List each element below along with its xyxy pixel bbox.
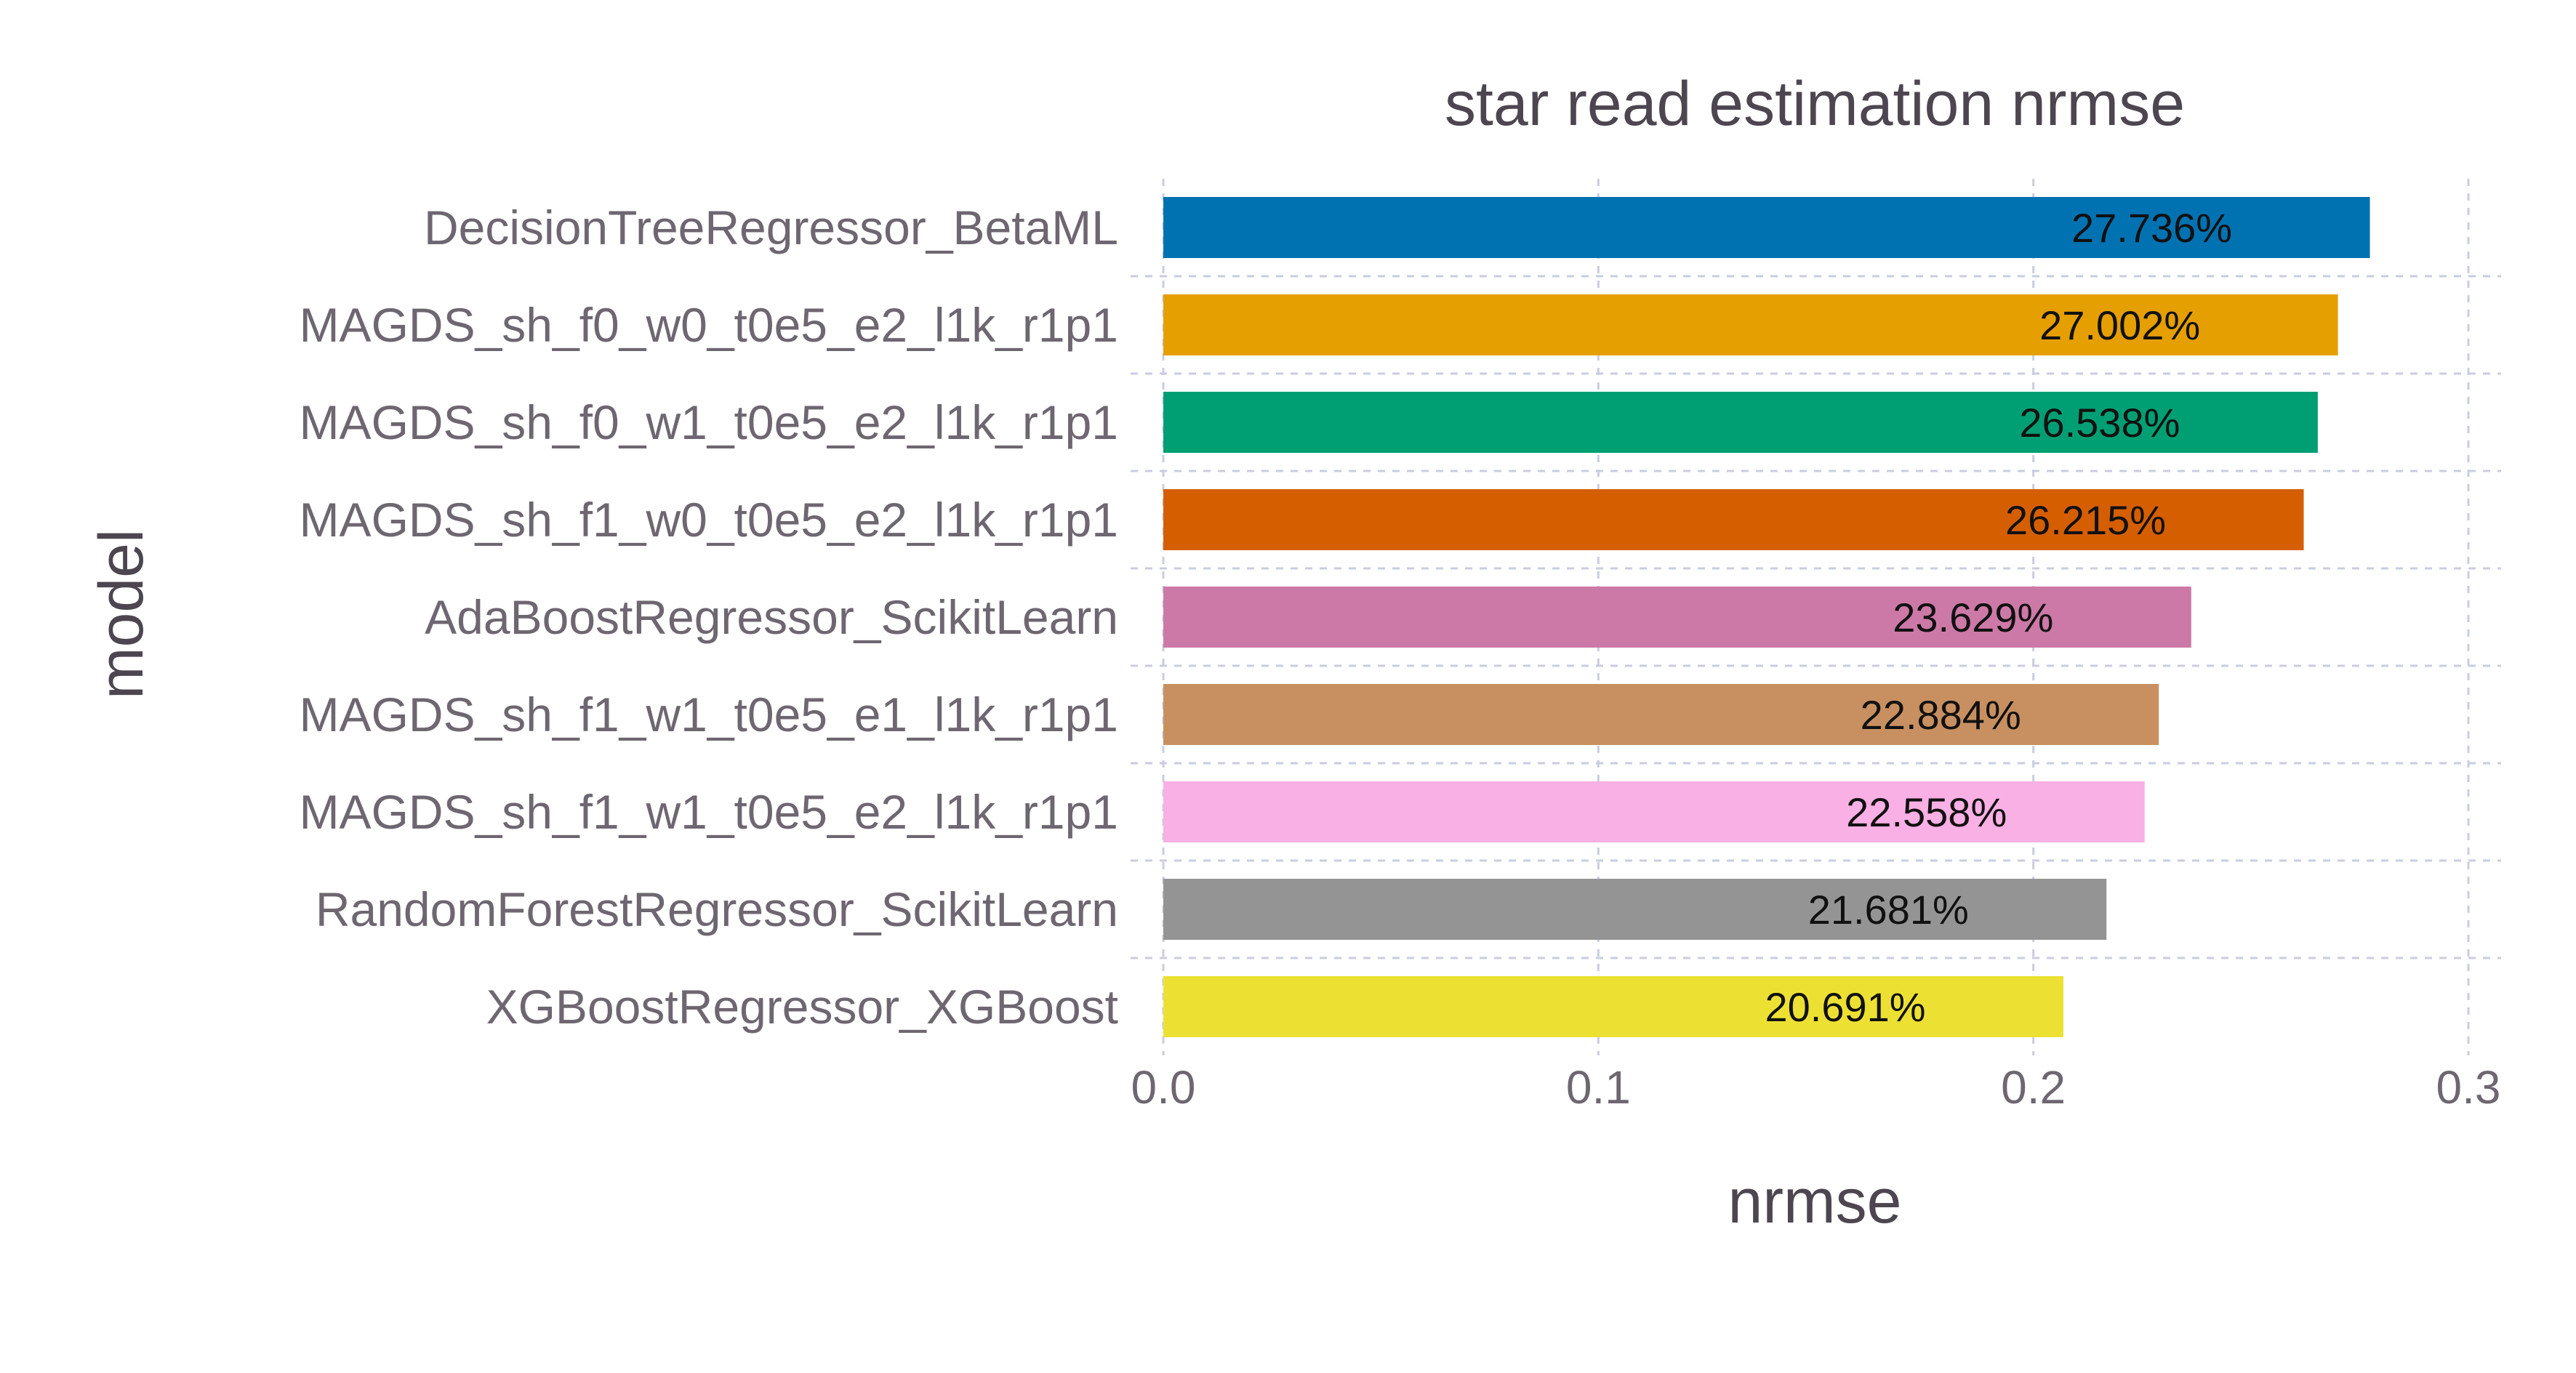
bar-value-label: 27.736%: [2071, 205, 2232, 251]
bar: [1163, 294, 2338, 355]
bar: [1163, 392, 2318, 453]
bar: [1163, 489, 2304, 550]
category-label: RandomForestRegressor_ScikitLearn: [316, 882, 1118, 936]
bars: 27.736% 27.002% 26.538% 26.215% 23.629% 22.88…: [1163, 197, 2370, 1037]
category-label: MAGDS_sh_f0_w0_t0e5_e2_l1k_r1p1: [300, 298, 1118, 352]
category-label: MAGDS_sh_f0_w1_t0e5_e2_l1k_r1p1: [300, 395, 1118, 449]
chart-title: star read estimation nrmse: [1445, 69, 2185, 139]
category-label: XGBoostRegressor_XGBoost: [486, 980, 1118, 1034]
category-label: DecisionTreeRegressor_BetaML: [424, 201, 1118, 254]
category-label: AdaBoostRegressor_ScikitLearn: [425, 590, 1118, 644]
bar: [1163, 976, 2064, 1037]
bar: [1163, 587, 2191, 648]
x-tick-label: 0.1: [1566, 1061, 1631, 1114]
bar-value-label: 27.002%: [2039, 302, 2200, 348]
bar-value-label: 21.681%: [1808, 887, 1969, 933]
bar: [1163, 781, 2145, 842]
x-axis-title: nrmse: [1728, 1167, 1902, 1236]
x-tick-label: 0.0: [1131, 1061, 1196, 1114]
x-tick-label: 0.3: [2436, 1061, 2501, 1114]
x-tick-label: 0.2: [2001, 1061, 2066, 1114]
bar-value-label: 22.884%: [1861, 692, 2021, 738]
category-label: MAGDS_sh_f1_w1_t0e5_e2_l1k_r1p1: [300, 785, 1118, 839]
bar-value-label: 23.629%: [1893, 595, 2053, 640]
bar-value-label: 22.558%: [1846, 789, 2007, 835]
bar: [1163, 684, 2159, 745]
x-axis-ticks: 0.0 0.1 0.2 0.3: [1131, 1061, 2501, 1114]
category-labels: DecisionTreeRegressor_BetaML MAGDS_sh_f0_…: [300, 201, 1118, 1034]
bar-value-label: 20.691%: [1765, 984, 1925, 1030]
bar-value-label: 26.538%: [2019, 400, 2180, 446]
bar-value-label: 26.215%: [2005, 497, 2166, 543]
y-axis-title: model: [87, 529, 156, 699]
category-label: MAGDS_sh_f1_w1_t0e5_e1_l1k_r1p1: [300, 688, 1118, 741]
category-label: MAGDS_sh_f1_w0_t0e5_e2_l1k_r1p1: [300, 493, 1118, 547]
bar: [1163, 197, 2370, 258]
bar: [1163, 879, 2107, 940]
